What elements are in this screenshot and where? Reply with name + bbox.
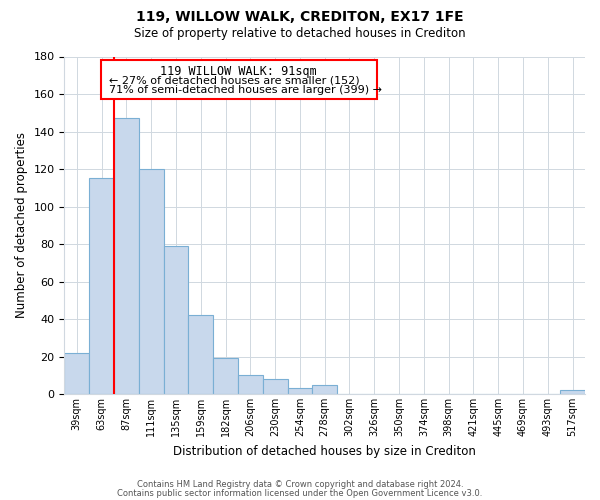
Bar xyxy=(89,178,114,394)
Text: 119 WILLOW WALK: 91sqm: 119 WILLOW WALK: 91sqm xyxy=(160,65,317,78)
Text: Contains public sector information licensed under the Open Government Licence v3: Contains public sector information licen… xyxy=(118,488,482,498)
Text: Contains HM Land Registry data © Crown copyright and database right 2024.: Contains HM Land Registry data © Crown c… xyxy=(137,480,463,489)
Bar xyxy=(213,358,238,394)
Bar xyxy=(114,118,139,394)
Bar xyxy=(238,376,263,394)
Bar xyxy=(313,384,337,394)
Text: 119, WILLOW WALK, CREDITON, EX17 1FE: 119, WILLOW WALK, CREDITON, EX17 1FE xyxy=(136,10,464,24)
Bar xyxy=(287,388,313,394)
Text: 71% of semi-detached houses are larger (399) →: 71% of semi-detached houses are larger (… xyxy=(109,85,382,95)
Bar xyxy=(263,379,287,394)
Bar xyxy=(64,353,89,394)
Bar xyxy=(139,169,164,394)
Y-axis label: Number of detached properties: Number of detached properties xyxy=(15,132,28,318)
Bar xyxy=(560,390,585,394)
FancyBboxPatch shape xyxy=(101,60,377,98)
Bar xyxy=(164,246,188,394)
Text: Size of property relative to detached houses in Crediton: Size of property relative to detached ho… xyxy=(134,28,466,40)
X-axis label: Distribution of detached houses by size in Crediton: Distribution of detached houses by size … xyxy=(173,444,476,458)
Bar xyxy=(188,316,213,394)
Text: ← 27% of detached houses are smaller (152): ← 27% of detached houses are smaller (15… xyxy=(109,75,359,85)
